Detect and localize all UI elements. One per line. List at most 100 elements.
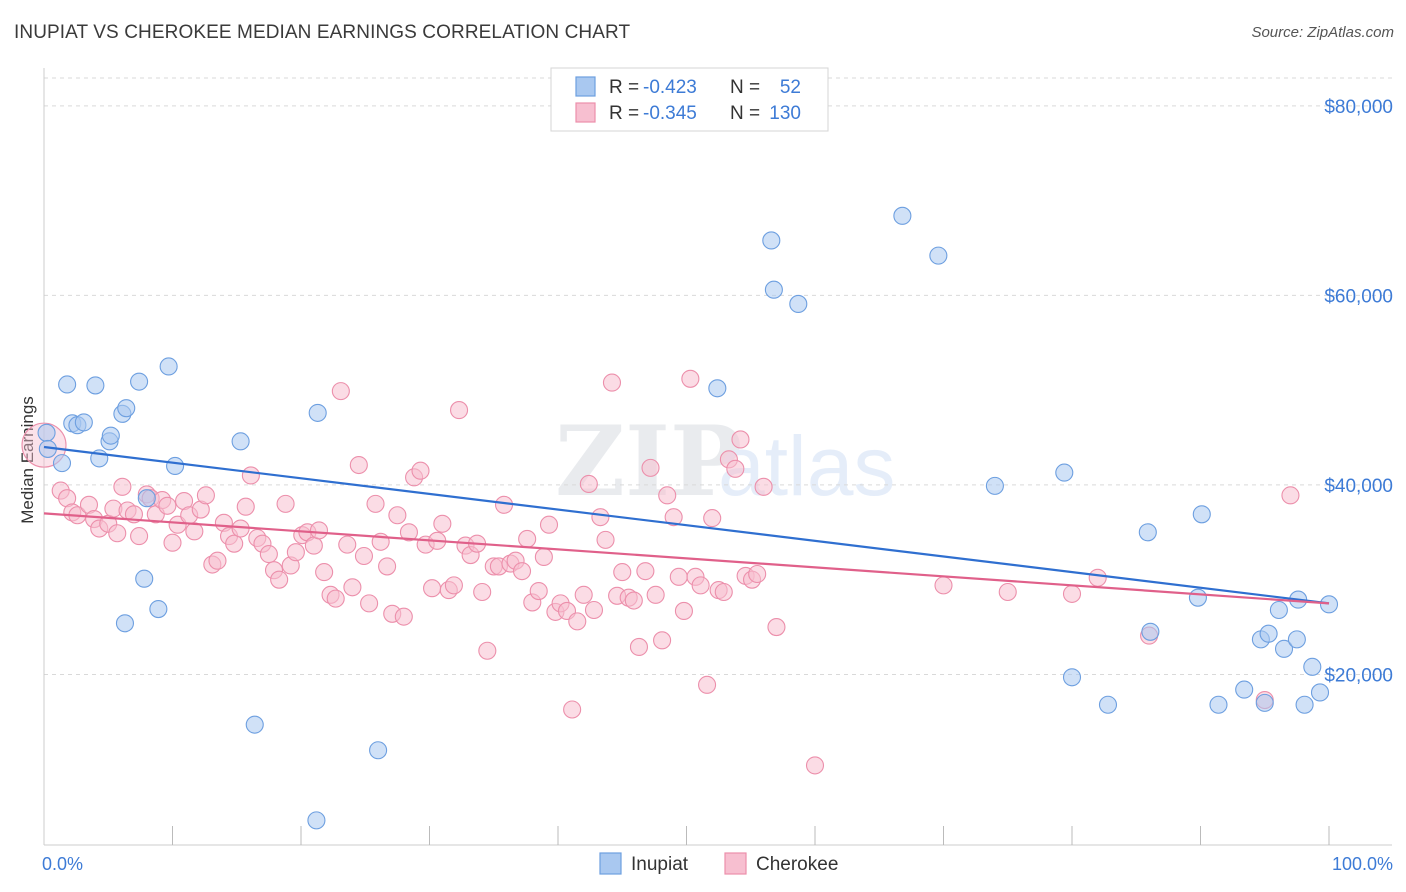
point-inupiat-34 (1098, 695, 1118, 714)
point-cherokee-31 (225, 534, 244, 553)
point-cherokee-95 (584, 600, 604, 620)
point-inupiat-49 (1303, 657, 1322, 676)
point-inupiat-37 (1188, 588, 1207, 607)
point-cherokee-109 (664, 508, 683, 527)
point-cherokee-121 (731, 430, 750, 449)
y-tick-label-3: $80,000 (1324, 97, 1393, 118)
point-inupiat-15 (149, 600, 168, 619)
legend-bottom-label-inupiat: Inupiat (631, 854, 689, 875)
point-cherokee-53 (349, 455, 368, 475)
point-cherokee-126 (767, 618, 786, 637)
point-cherokee-64 (411, 461, 430, 480)
point-cherokee-93 (574, 585, 593, 604)
point-inupiat-2 (52, 454, 72, 473)
point-inupiat-45 (1274, 639, 1294, 658)
point-inupiat-44 (1269, 600, 1288, 620)
point-cherokee-24 (185, 522, 204, 541)
point-cherokee-61 (394, 607, 413, 626)
point-cherokee-10 (108, 524, 127, 543)
point-cherokee-45 (304, 536, 323, 555)
point-cherokee-40 (276, 494, 295, 513)
legend-bottom-swatch-inupiat (599, 852, 622, 875)
point-inupiat-6 (74, 413, 93, 432)
x-axis-ticks (172, 826, 1330, 845)
y-tick-label-0: $20,000 (1324, 665, 1393, 686)
y-tick-label-2: $60,000 (1324, 286, 1393, 307)
point-inupiat-43 (1259, 624, 1278, 643)
point-cherokee-100 (613, 563, 632, 582)
point-inupiat-38 (1192, 505, 1211, 524)
point-cherokee-130 (1062, 584, 1082, 603)
point-cherokee-62 (399, 523, 418, 542)
point-cherokee-37 (259, 545, 278, 564)
point-inupiat-7 (86, 376, 105, 395)
point-inupiat-16 (159, 357, 178, 376)
point-cherokee-83 (518, 529, 537, 548)
legend-bottom: Inupiat Cherokee (599, 852, 838, 875)
point-cherokee-86 (534, 547, 553, 566)
legend-bottom-swatch-cherokee (724, 852, 747, 875)
legend-n-label-cherokee: N = (730, 103, 760, 124)
point-cherokee-87 (539, 515, 559, 534)
point-cherokee-102 (624, 591, 643, 610)
point-inupiat-17 (166, 456, 185, 476)
point-cherokee-108 (658, 486, 677, 505)
point-inupiat-50 (1310, 683, 1330, 702)
point-cherokee-96 (591, 508, 610, 527)
legend-stats: R = -0.423 N = 52 R = -0.345 N = 130 (550, 67, 829, 132)
point-inupiat-24 (369, 741, 388, 760)
point-cherokee-85 (529, 582, 548, 601)
point-cherokee-112 (681, 369, 700, 388)
point-inupiat-3 (58, 375, 77, 394)
point-cherokee-118 (714, 582, 733, 602)
point-cherokee-28 (208, 551, 227, 570)
point-cherokee-111 (674, 601, 693, 621)
point-inupiat-51 (1319, 595, 1339, 614)
trend-line-cherokee (43, 512, 1330, 605)
point-inupiat-19 (115, 614, 135, 633)
point-cherokee-20 (163, 533, 182, 552)
x-tick-label-right: 100.0% (1332, 854, 1393, 874)
point-cherokee-47 (315, 563, 334, 582)
point-cherokee-58 (378, 557, 397, 576)
point-cherokee-116 (703, 509, 722, 528)
point-inupiat-46 (1287, 630, 1306, 649)
point-inupiat-13 (130, 372, 149, 391)
point-inupiat-0 (37, 423, 56, 442)
point-cherokee-124 (748, 564, 767, 584)
point-cherokee-68 (433, 514, 452, 533)
point-cherokee-103 (629, 637, 649, 657)
point-inupiat-30 (929, 246, 948, 265)
point-cherokee-114 (691, 576, 710, 595)
point-cherokee-46 (309, 521, 329, 540)
point-cherokee-104 (636, 562, 655, 581)
point-inupiat-10 (101, 426, 120, 445)
point-cherokee-71 (450, 401, 469, 420)
point-cherokee-131 (1088, 568, 1107, 587)
point-inupiat-40 (1235, 680, 1254, 699)
point-cherokee-128 (934, 576, 953, 595)
legend-swatch-cherokee (575, 102, 596, 123)
chart-source: Source: ZipAtlas.com (1251, 24, 1394, 41)
point-inupiat-36 (1141, 622, 1160, 641)
point-inupiat-20 (231, 432, 250, 451)
point-cherokee-107 (653, 631, 672, 650)
legend-stats-box (550, 67, 829, 132)
point-cherokee-127 (805, 756, 825, 775)
point-inupiat-42 (1255, 693, 1274, 712)
point-inupiat-27 (764, 280, 783, 299)
point-inupiat-14 (137, 489, 156, 508)
point-cherokee-70 (444, 576, 463, 595)
legend-r-value-inupiat: -0.423 (643, 77, 697, 98)
point-cherokee-60 (388, 506, 407, 525)
point-cherokee-55 (360, 594, 379, 613)
legend-swatch-inupiat (575, 76, 596, 97)
point-cherokee-39 (270, 570, 289, 589)
point-cherokee-129 (998, 582, 1017, 602)
point-inupiat-32 (1055, 463, 1074, 482)
point-cherokee-105 (641, 458, 660, 477)
point-cherokee-14 (130, 527, 149, 546)
point-inupiat-21 (245, 715, 264, 734)
point-cherokee-56 (366, 494, 385, 513)
